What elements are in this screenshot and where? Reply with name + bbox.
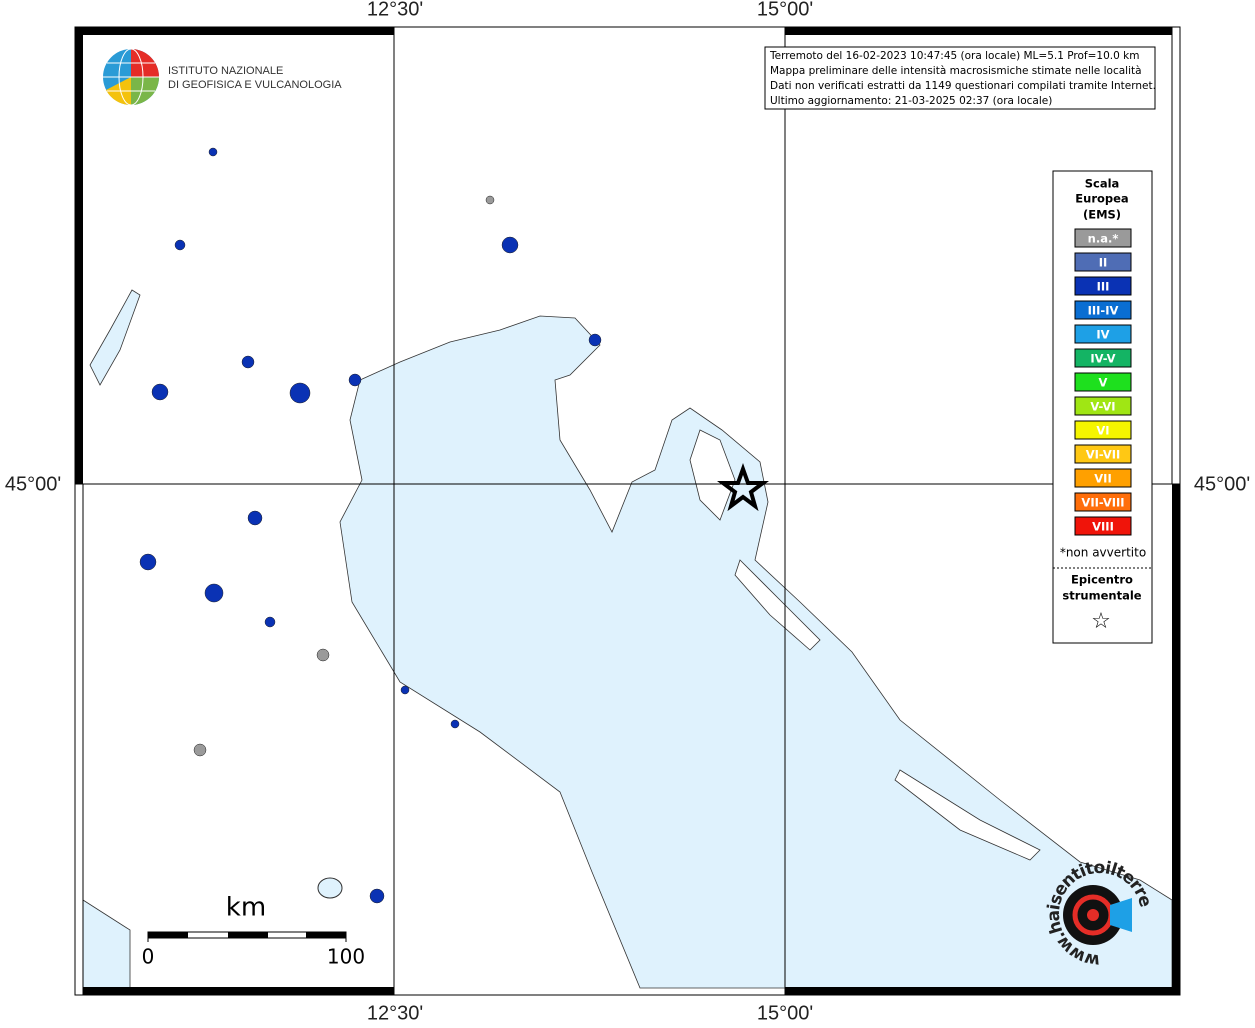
- localities-na: [193, 195, 495, 757]
- legend-title: (EMS): [1083, 208, 1121, 222]
- epicenter-star: [717, 463, 769, 512]
- legend-epicenter-symbol: ☆: [1091, 609, 1111, 634]
- legend-label: VI-VII: [1086, 448, 1121, 462]
- localities: [139, 147, 602, 904]
- info-box: [764, 46, 1156, 110]
- island: [734, 559, 821, 651]
- grid-label: 12°30': [367, 1002, 423, 1024]
- legend-label: IV: [1096, 328, 1109, 342]
- legend-epicenter: Epicentro: [1071, 573, 1133, 587]
- legend-swatch: [1074, 516, 1132, 536]
- grid-label: 45°00': [5, 473, 61, 495]
- legend-label: VII-VIII: [1081, 496, 1124, 510]
- logo-text: DI GEOFISICA E VULCANOLOGIA: [168, 79, 342, 91]
- legend-swatch: [1074, 396, 1132, 416]
- info-line: Ultimo aggiornamento: 21-03-2025 02:37 (…: [770, 95, 1052, 107]
- legend-label: VII: [1094, 472, 1111, 486]
- legend-swatch: [1074, 228, 1132, 248]
- legend-label: VI: [1096, 424, 1109, 438]
- graticule: [75, 27, 1180, 995]
- lake: [317, 877, 343, 899]
- scale-label: 0: [142, 945, 155, 969]
- legend-swatch: [1074, 348, 1132, 368]
- grid-label: 45°00': [1194, 473, 1250, 495]
- scale-label: 100: [327, 945, 365, 969]
- frame-border: [74, 26, 1181, 996]
- info-line: Dati non verificati estratti da 1149 que…: [770, 80, 1156, 92]
- legend-swatch: [1074, 420, 1132, 440]
- legend-swatch: [1074, 300, 1132, 320]
- legend: Scala Europea (EMS) *non avvertito Epice…: [1052, 170, 1153, 644]
- legend-label: n.a.*: [1088, 232, 1119, 246]
- grid-label: 15°00': [757, 0, 813, 20]
- legend-title: Europea: [1075, 192, 1128, 206]
- legend-label: II: [1099, 256, 1108, 270]
- legend-label: V: [1099, 376, 1108, 390]
- info-line: Mappa preliminare delle intensità macros…: [770, 65, 1142, 77]
- legend-swatch: [1074, 324, 1132, 344]
- island: [689, 429, 736, 521]
- legend-label: IV-V: [1090, 352, 1115, 366]
- island: [894, 769, 1041, 861]
- legend-swatch: [1074, 252, 1132, 272]
- legend-swatch: [1074, 372, 1132, 392]
- ingv-logo: ISTITUTO NAZIONALE DI GEOFISICA E VULCAN…: [103, 48, 342, 106]
- scale-bar: km 0 100: [142, 893, 365, 969]
- legend-swatch: [1074, 468, 1132, 488]
- logo-text: ISTITUTO NAZIONALE: [168, 65, 283, 77]
- legend-note: *non avvertito: [1060, 546, 1146, 560]
- legend-label: III: [1097, 280, 1110, 294]
- legend-epicenter: strumentale: [1062, 589, 1141, 603]
- legend-label: III-IV: [1088, 304, 1119, 318]
- legend-label: V-VI: [1090, 400, 1115, 414]
- legend-swatch: [1074, 444, 1132, 464]
- grid-label: 15°00': [757, 1002, 813, 1024]
- grid-label: 12°30': [367, 0, 423, 20]
- info-line: Terremoto del 16-02-2023 10:47:45 (ora l…: [769, 50, 1139, 62]
- legend-swatch: [1074, 276, 1132, 296]
- lake: [89, 289, 141, 386]
- scale-unit: km: [226, 893, 266, 923]
- legend-title: Scala: [1085, 177, 1120, 191]
- legend-label: VIII: [1092, 520, 1114, 534]
- legend-swatch: [1074, 492, 1132, 512]
